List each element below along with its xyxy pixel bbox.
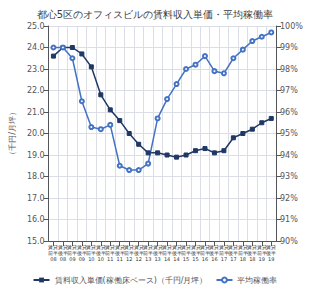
svg-text:20.0: 20.0 bbox=[27, 129, 45, 138]
svg-text:13: 13 bbox=[145, 256, 151, 262]
svg-text:19: 19 bbox=[259, 256, 265, 262]
svg-text:17.0: 17.0 bbox=[27, 194, 45, 203]
svg-text:17: 17 bbox=[221, 256, 227, 262]
svg-text:平均稼働率: 平均稼働率 bbox=[237, 276, 277, 285]
svg-text:09: 09 bbox=[79, 256, 85, 262]
svg-text:11: 11 bbox=[117, 256, 123, 262]
svg-text:都心5区のオフィスビルの賃料収入単価・平均稼働率: 都心5区のオフィスビルの賃料収入単価・平均稼働率 bbox=[37, 9, 273, 20]
svg-text:22.0: 22.0 bbox=[27, 86, 45, 95]
svg-text:09: 09 bbox=[69, 256, 75, 262]
svg-text:（千円/月坪）: （千円/月坪） bbox=[8, 108, 17, 159]
svg-text:19.0: 19.0 bbox=[27, 151, 45, 160]
svg-text:10: 10 bbox=[88, 256, 94, 262]
svg-text:93%: 93% bbox=[280, 172, 298, 181]
svg-text:19: 19 bbox=[268, 256, 274, 262]
svg-text:15.0: 15.0 bbox=[27, 237, 45, 246]
svg-text:15: 15 bbox=[192, 256, 198, 262]
svg-text:08: 08 bbox=[60, 256, 66, 262]
svg-text:11: 11 bbox=[107, 256, 113, 262]
svg-text:16.0: 16.0 bbox=[27, 215, 45, 224]
svg-text:94%: 94% bbox=[280, 151, 298, 160]
svg-text:98%: 98% bbox=[280, 65, 298, 74]
svg-text:12: 12 bbox=[135, 256, 141, 262]
svg-text:100%: 100% bbox=[280, 22, 303, 31]
svg-text:14: 14 bbox=[164, 256, 170, 262]
svg-text:08: 08 bbox=[50, 256, 56, 262]
svg-text:21.0: 21.0 bbox=[27, 108, 45, 117]
svg-text:92%: 92% bbox=[280, 194, 298, 203]
svg-text:賃料収入単価(稼働床ベース)（千円/月坪）: 賃料収入単価(稼働床ベース)（千円/月坪） bbox=[55, 276, 208, 285]
svg-text:18.0: 18.0 bbox=[27, 172, 45, 181]
svg-text:後半: 後半 bbox=[266, 250, 277, 256]
svg-text:99%: 99% bbox=[280, 43, 298, 52]
svg-text:16: 16 bbox=[202, 256, 208, 262]
svg-text:18: 18 bbox=[249, 256, 255, 262]
svg-text:95%: 95% bbox=[280, 129, 298, 138]
svg-text:賃貸: 賃貸 bbox=[266, 244, 277, 250]
svg-text:23.0: 23.0 bbox=[27, 65, 45, 74]
svg-text:14: 14 bbox=[173, 256, 179, 262]
svg-text:91%: 91% bbox=[280, 215, 298, 224]
svg-text:18: 18 bbox=[240, 256, 246, 262]
svg-text:24.0: 24.0 bbox=[27, 43, 45, 52]
svg-text:96%: 96% bbox=[280, 108, 298, 117]
svg-text:15: 15 bbox=[183, 256, 189, 262]
svg-text:12: 12 bbox=[126, 256, 132, 262]
svg-text:10: 10 bbox=[98, 256, 104, 262]
svg-text:13: 13 bbox=[154, 256, 160, 262]
svg-text:97%: 97% bbox=[280, 86, 298, 95]
svg-text:17: 17 bbox=[230, 256, 236, 262]
svg-text:90%: 90% bbox=[280, 237, 298, 246]
svg-text:25.0: 25.0 bbox=[27, 22, 45, 31]
svg-text:16: 16 bbox=[211, 256, 217, 262]
